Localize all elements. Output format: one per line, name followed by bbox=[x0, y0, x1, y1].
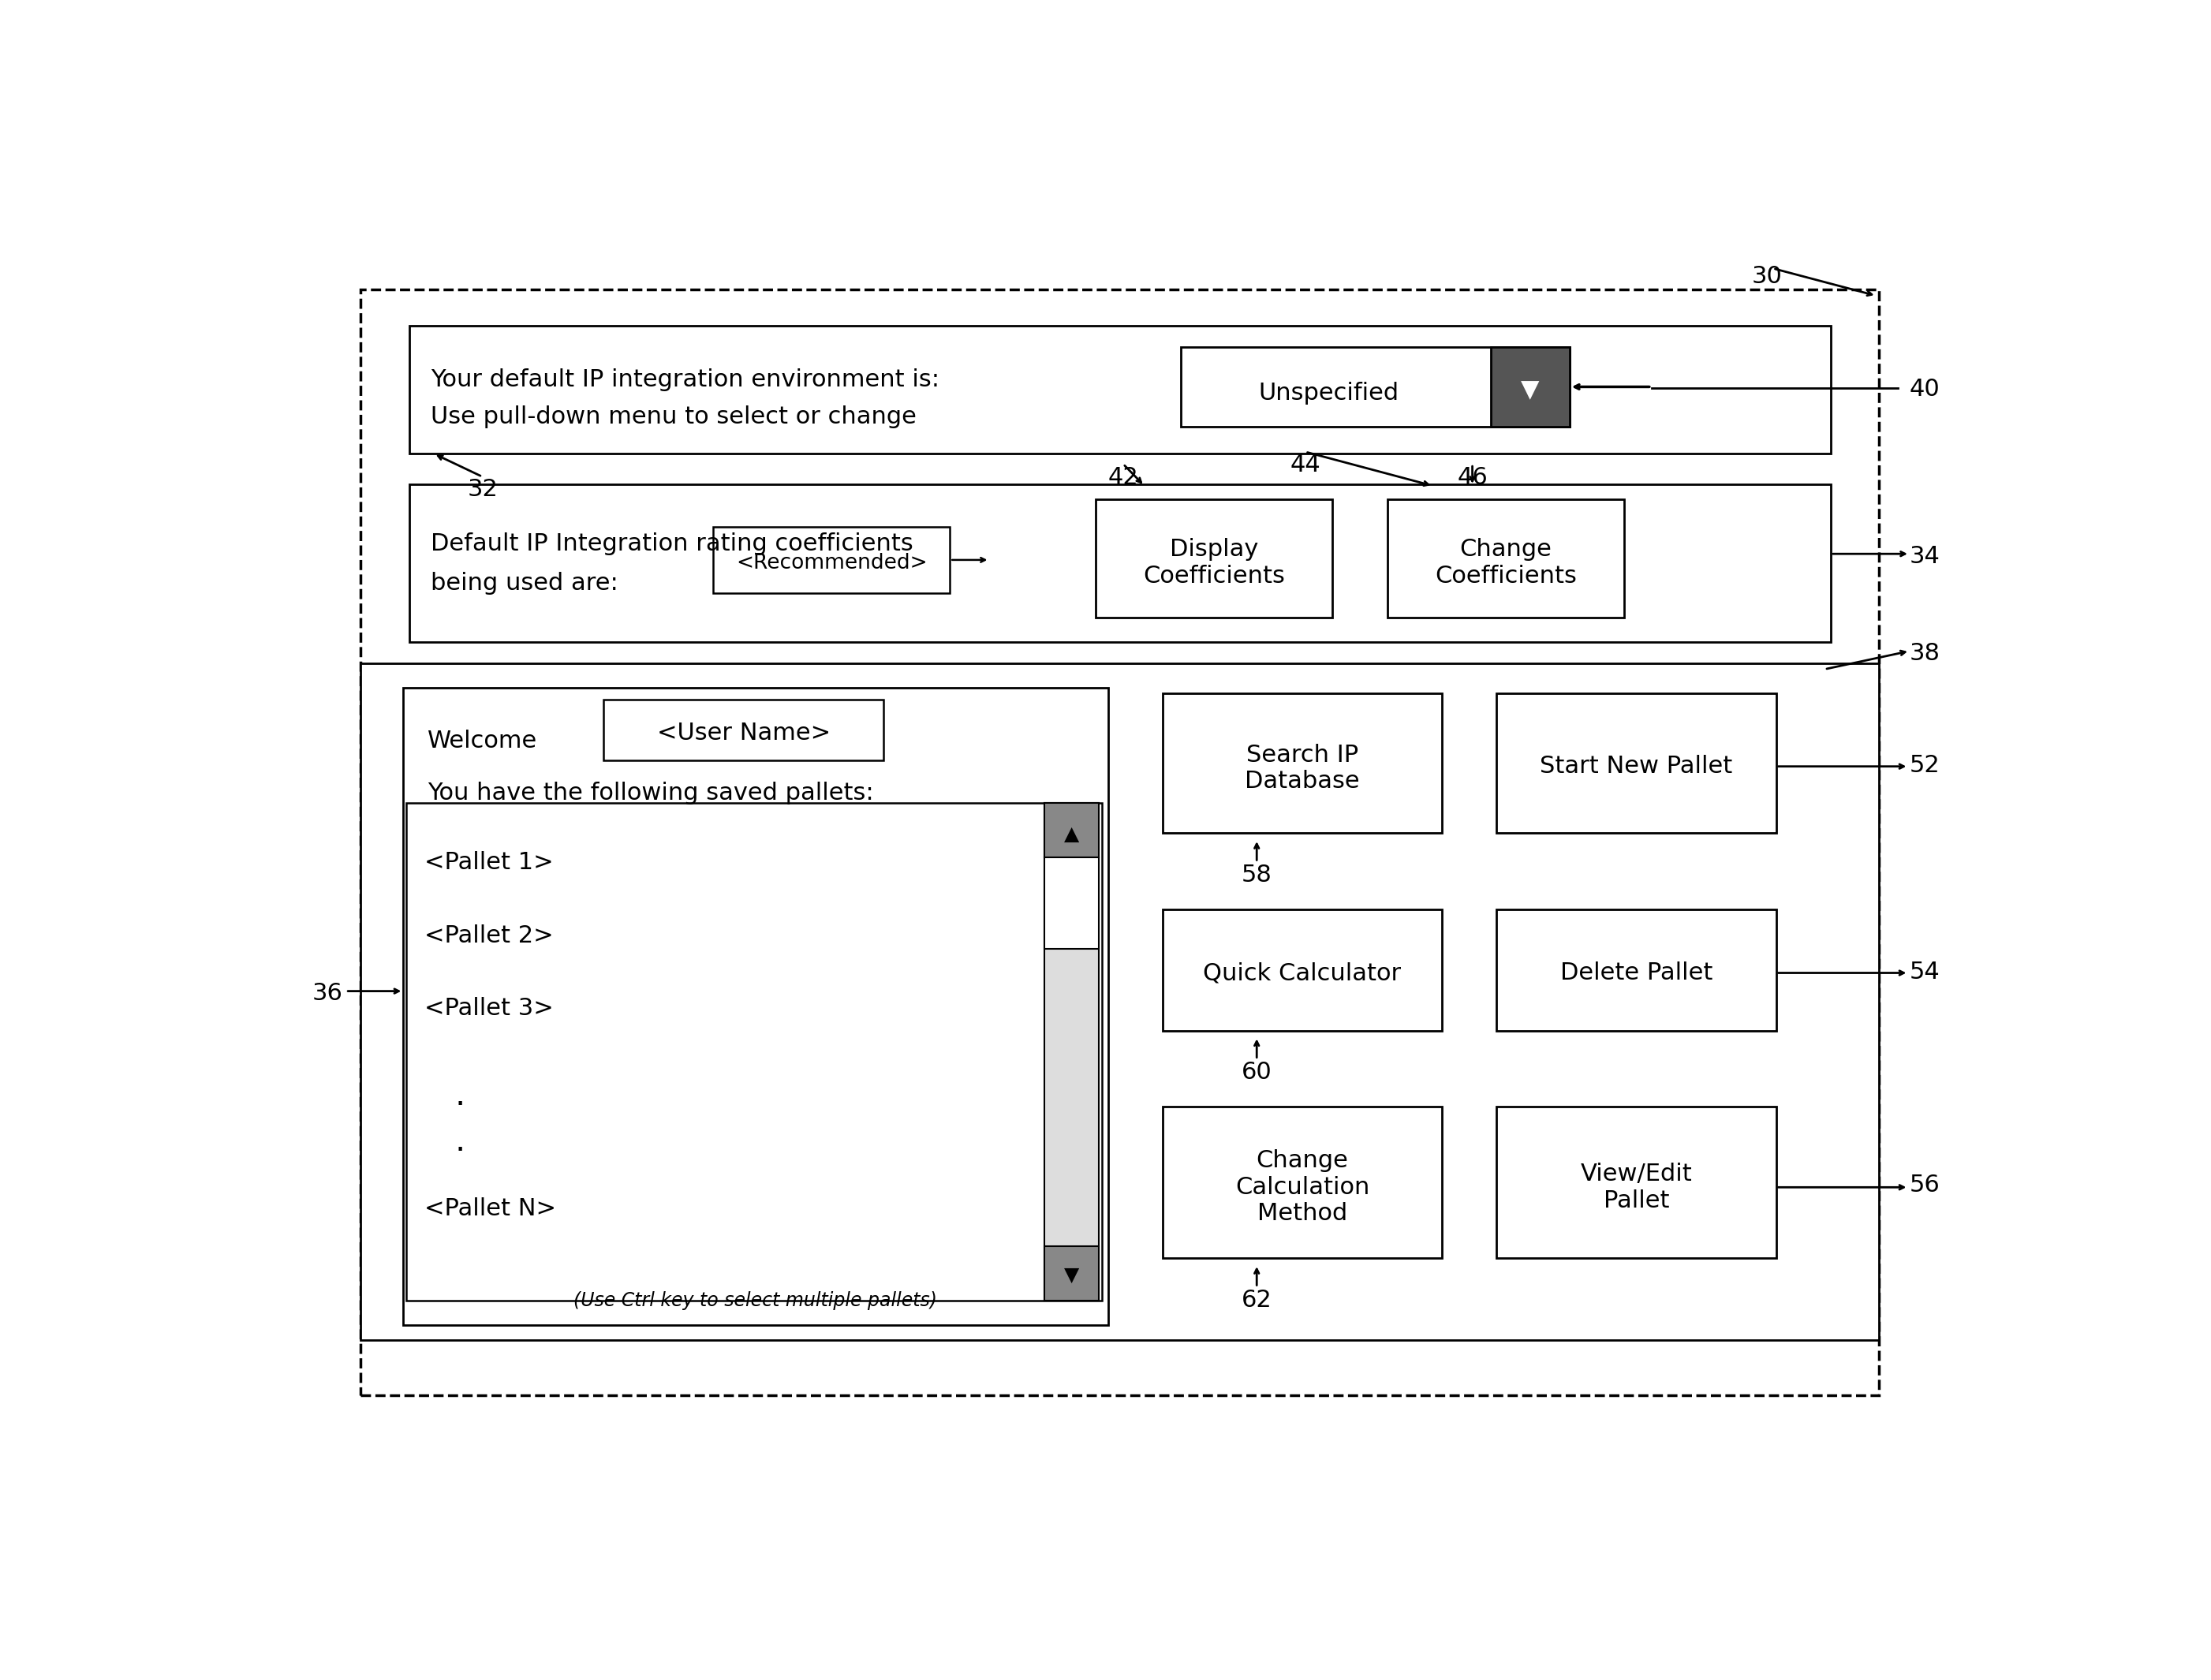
Text: being used are:: being used are: bbox=[431, 573, 619, 595]
Text: Quick Calculator: Quick Calculator bbox=[1203, 961, 1402, 984]
Bar bbox=[1163, 1107, 1442, 1258]
Text: 42: 42 bbox=[1108, 465, 1139, 489]
Text: 46: 46 bbox=[1457, 465, 1488, 489]
Text: 56: 56 bbox=[1910, 1173, 1941, 1196]
Text: 62: 62 bbox=[1243, 1289, 1271, 1312]
Text: ▼: ▼ bbox=[1521, 378, 1539, 402]
Text: 54: 54 bbox=[1910, 961, 1941, 983]
Text: Display
Coefficients: Display Coefficients bbox=[1143, 538, 1285, 588]
Bar bbox=[1497, 694, 1775, 833]
Text: View/Edit
Pallet: View/Edit Pallet bbox=[1581, 1163, 1691, 1211]
Bar bbox=[1490, 348, 1570, 427]
Text: 60: 60 bbox=[1243, 1062, 1271, 1084]
Bar bbox=[1044, 803, 1099, 857]
Bar bbox=[409, 484, 1831, 642]
Text: 34: 34 bbox=[1910, 544, 1941, 568]
Text: Your default IP integration environment is:: Your default IP integration environment … bbox=[431, 368, 940, 391]
Bar bbox=[1497, 1107, 1775, 1258]
Text: 36: 36 bbox=[312, 983, 343, 1005]
Text: .: . bbox=[455, 1079, 467, 1112]
Text: 52: 52 bbox=[1910, 754, 1941, 778]
Text: Delete Pallet: Delete Pallet bbox=[1561, 961, 1714, 984]
Text: Change
Calculation
Method: Change Calculation Method bbox=[1236, 1149, 1369, 1225]
Text: .: . bbox=[455, 1124, 467, 1158]
Bar bbox=[360, 664, 1879, 1341]
Text: Search IP
Database: Search IP Database bbox=[1245, 744, 1360, 793]
Text: 30: 30 bbox=[1751, 265, 1782, 289]
Bar bbox=[407, 803, 1101, 1300]
Text: 58: 58 bbox=[1243, 864, 1271, 887]
Text: <Pallet N>: <Pallet N> bbox=[425, 1198, 557, 1220]
Text: Unspecified: Unspecified bbox=[1258, 381, 1400, 405]
Text: Start New Pallet: Start New Pallet bbox=[1541, 754, 1733, 778]
Text: 32: 32 bbox=[467, 477, 497, 501]
Bar bbox=[604, 699, 882, 761]
Bar bbox=[1386, 499, 1625, 618]
Bar bbox=[1163, 694, 1442, 833]
Text: Welcome: Welcome bbox=[427, 731, 537, 753]
Text: 40: 40 bbox=[1910, 378, 1941, 400]
Bar bbox=[409, 326, 1831, 454]
Bar bbox=[402, 687, 1108, 1326]
Text: <Recommended>: <Recommended> bbox=[736, 553, 926, 573]
Text: (Use Ctrl key to select multiple pallets): (Use Ctrl key to select multiple pallets… bbox=[575, 1290, 937, 1310]
Text: 38: 38 bbox=[1910, 642, 1941, 665]
Text: ▼: ▼ bbox=[1063, 1267, 1079, 1285]
Bar bbox=[360, 289, 1879, 1394]
Text: Use pull-down menu to select or change: Use pull-down menu to select or change bbox=[431, 405, 918, 428]
Text: 44: 44 bbox=[1291, 454, 1320, 477]
Bar bbox=[1497, 909, 1775, 1030]
Bar bbox=[1097, 499, 1333, 618]
Text: <Pallet 1>: <Pallet 1> bbox=[425, 852, 553, 874]
Text: <Pallet 3>: <Pallet 3> bbox=[425, 998, 553, 1020]
Bar bbox=[1044, 1247, 1099, 1300]
Bar bbox=[1163, 909, 1442, 1030]
Text: ▲: ▲ bbox=[1063, 825, 1079, 843]
Text: Change
Coefficients: Change Coefficients bbox=[1435, 538, 1576, 588]
Text: Default IP Integration rating coefficients: Default IP Integration rating coefficien… bbox=[431, 533, 913, 556]
Bar bbox=[714, 526, 951, 593]
Text: <User Name>: <User Name> bbox=[657, 722, 831, 744]
Text: You have the following saved pallets:: You have the following saved pallets: bbox=[427, 781, 873, 805]
Bar bbox=[1181, 348, 1570, 427]
Text: <Pallet 2>: <Pallet 2> bbox=[425, 924, 553, 948]
Bar bbox=[1044, 803, 1099, 1300]
Bar bbox=[1044, 857, 1099, 949]
